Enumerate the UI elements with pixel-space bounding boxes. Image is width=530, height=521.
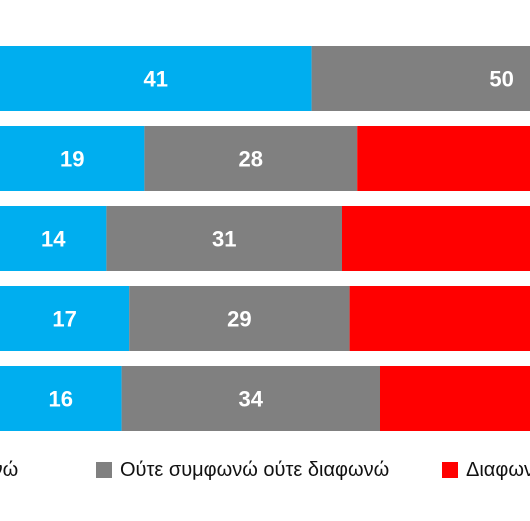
legend-item-disagree: Διαφωνώ [442,453,530,487]
bar-segment-agree-row-2 [0,126,145,191]
bar-segment-agree-row-4 [0,286,130,351]
bar-segment-agree-row-5 [0,366,122,431]
data-label-agree-row-1: 41 [144,67,168,92]
legend-label-agree: φωνώ [0,458,19,481]
bar-segment-disagree-row-5 [380,366,530,431]
data-label-neutral-row-3: 31 [212,227,236,252]
bar-segment-agree-row-1 [0,46,312,111]
data-label-agree-row-3: 14 [41,227,66,252]
data-label-neutral-row-4: 29 [227,307,251,332]
bar-segment-agree-row-3 [0,206,107,271]
bar-segment-neutral-row-3 [106,206,343,271]
bar-segment-neutral-row-2 [144,126,358,191]
legend-label-neutral: Ούτε συμφωνώ ούτε διαφωνώ [120,458,390,481]
data-label-agree-row-5: 16 [49,387,73,412]
legend-swatch-disagree [442,462,458,478]
legend-item-agree: φωνώ [0,453,18,487]
bar-segment-disagree-row-4 [349,286,530,351]
legend-label-disagree: Διαφωνώ [466,458,530,481]
bar-segment-neutral-row-5 [121,366,380,431]
bar-segment-disagree-row-3 [342,206,530,271]
data-label-neutral-row-5: 34 [239,387,264,412]
data-label-agree-row-4: 17 [52,307,76,332]
data-label-neutral-row-2: 28 [239,147,263,172]
legend: φωνώ Ούτε συμφωνώ ούτε διαφωνώ Διαφωνώ [0,453,530,487]
legend-item-neutral: Ούτε συμφωνώ ούτε διαφωνώ [96,453,389,487]
data-label-agree-row-2: 19 [60,147,84,172]
legend-swatch-neutral [96,462,112,478]
stacked-bar-chart: 41 50 19 28 14 31 17 29 16 34 [0,46,530,431]
bar-segment-disagree-row-2 [357,126,530,191]
bar-segment-neutral-row-4 [129,286,350,351]
bar-segment-neutral-row-1 [311,46,530,111]
data-label-neutral-row-1: 50 [489,67,513,92]
